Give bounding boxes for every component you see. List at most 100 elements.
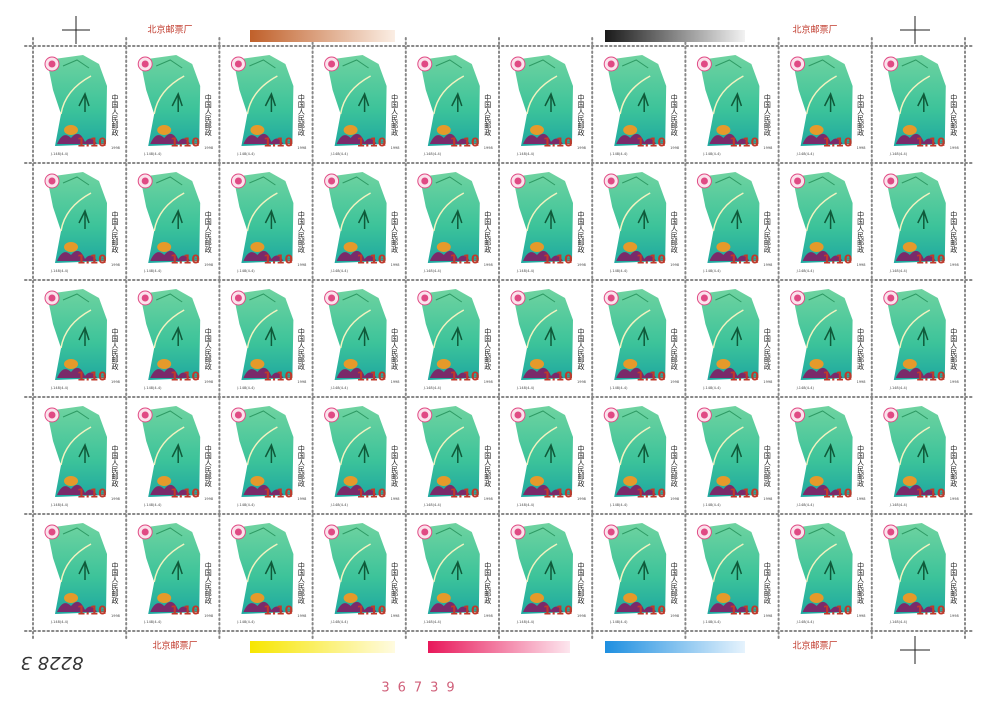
- stamp-value: 1.10: [170, 136, 200, 150]
- stamp-code: J.148(4-4): [516, 152, 535, 156]
- stamp-value: 1.10: [636, 604, 666, 618]
- stamp-year: 1998: [950, 146, 959, 150]
- stamp-country: 中国人民邮政: [857, 210, 865, 254]
- stamp-value: 1.10: [823, 487, 853, 501]
- stamp-value: 1.10: [543, 136, 573, 150]
- stamp-currency: 元: [660, 259, 665, 265]
- stamp-currency: 元: [847, 259, 852, 265]
- stamp-currency: 元: [101, 493, 106, 499]
- stamp-year: 1998: [484, 263, 493, 267]
- stamp-value: 1.10: [77, 253, 107, 267]
- stamp-currency: 元: [847, 142, 852, 148]
- stamp-code: J.148(4-4): [702, 386, 721, 390]
- stamp-currency: 元: [847, 376, 852, 382]
- stamp-country: 中国人民邮政: [763, 210, 771, 254]
- stamp-value: 1.10: [77, 136, 107, 150]
- stamp-currency: 元: [753, 610, 758, 616]
- stamp-code: J.148(4-4): [423, 386, 442, 390]
- stamp-country: 中国人民邮政: [577, 210, 585, 254]
- stamp-year: 1998: [670, 380, 679, 384]
- stamp-code: J.148(4-4): [330, 386, 349, 390]
- stamp-country: 中国人民邮政: [577, 327, 585, 371]
- stamp-code: J.148(4-4): [143, 620, 162, 624]
- stamp-code: J.148(4-4): [702, 503, 721, 507]
- stamp-code: J.148(4-4): [702, 269, 721, 273]
- stamp-currency: 元: [194, 376, 199, 382]
- stamp-year: 1998: [950, 380, 959, 384]
- stamp-code: J.148(4-4): [796, 269, 815, 273]
- stamp: 中国人民邮政 1.10元 J.148(4-4) 1998: [35, 399, 125, 512]
- stamp-value: 1.10: [263, 604, 293, 618]
- stamp-code: J.148(4-4): [236, 152, 255, 156]
- stamp-code: J.148(4-4): [516, 503, 535, 507]
- stamp-code: J.148(4-4): [143, 503, 162, 507]
- stamp-value: 1.10: [823, 136, 853, 150]
- stamp-currency: 元: [474, 142, 479, 148]
- stamp-year: 1998: [577, 614, 586, 618]
- stamp: 中国人民邮政 1.10元 J.148(4-4) 1998: [128, 516, 218, 629]
- stamp-currency: 元: [660, 142, 665, 148]
- stamp-year: 1998: [577, 146, 586, 150]
- stamp-year: 1998: [857, 497, 866, 501]
- stamp-currency: 元: [940, 610, 945, 616]
- stamp-year: 1998: [484, 380, 493, 384]
- stamp-code: J.148(4-4): [609, 503, 628, 507]
- stamp-year: 1998: [297, 497, 306, 501]
- stamp-currency: 元: [474, 259, 479, 265]
- stamp-country: 中国人民邮政: [950, 327, 958, 371]
- stamp-value: 1.10: [636, 253, 666, 267]
- stamp-value: 1.10: [357, 370, 387, 384]
- stamp: 中国人民邮政 1.10元 J.148(4-4) 1998: [687, 48, 777, 161]
- stamp-year: 1998: [297, 263, 306, 267]
- stamp: 中国人民邮政 1.10元 J.148(4-4) 1998: [501, 399, 591, 512]
- stamp: 中国人民邮政 1.10元 J.148(4-4) 1998: [35, 516, 125, 629]
- stamp-country: 中国人民邮政: [391, 561, 399, 605]
- stamp-value: 1.10: [77, 604, 107, 618]
- stamp-code: J.148(4-4): [889, 152, 908, 156]
- stamp: 中国人民邮政 1.10元 J.148(4-4) 1998: [128, 165, 218, 278]
- stamp-year: 1998: [484, 497, 493, 501]
- stamp-value: 1.10: [357, 136, 387, 150]
- stamp-value: 1.10: [357, 487, 387, 501]
- stamp-code: J.148(4-4): [423, 620, 442, 624]
- stamp-year: 1998: [391, 614, 400, 618]
- stamp-country: 中国人民邮政: [670, 210, 678, 254]
- stamp-year: 1998: [670, 263, 679, 267]
- stamp-value: 1.10: [636, 370, 666, 384]
- stamp-country: 中国人民邮政: [857, 93, 865, 137]
- stamp: 中国人民邮政 1.10元 J.148(4-4) 1998: [780, 282, 870, 395]
- stamp-value: 1.10: [729, 253, 759, 267]
- stamp-currency: 元: [567, 493, 572, 499]
- stamp-country: 中国人民邮政: [111, 444, 119, 488]
- stamp-code: J.148(4-4): [143, 269, 162, 273]
- stamp-country: 中国人民邮政: [857, 327, 865, 371]
- stamp-code: J.148(4-4): [889, 503, 908, 507]
- stamp-year: 1998: [391, 146, 400, 150]
- stamp-year: 1998: [577, 497, 586, 501]
- stamp-currency: 元: [847, 493, 852, 499]
- stamp-currency: 元: [660, 493, 665, 499]
- stamp-country: 中国人民邮政: [204, 327, 212, 371]
- stamp-country: 中国人民邮政: [670, 327, 678, 371]
- stamp-value: 1.10: [77, 370, 107, 384]
- stamp-currency: 元: [287, 259, 292, 265]
- stamp-year: 1998: [297, 614, 306, 618]
- stamp-code: J.148(4-4): [236, 386, 255, 390]
- stamp-country: 中国人民邮政: [577, 444, 585, 488]
- stamp-country: 中国人民邮政: [297, 210, 305, 254]
- stamp-value: 1.10: [450, 604, 480, 618]
- stamp-code: J.148(4-4): [50, 386, 69, 390]
- stamp-year: 1998: [204, 614, 213, 618]
- stamp-currency: 元: [660, 376, 665, 382]
- stamp-value: 1.10: [729, 487, 759, 501]
- stamp-code: J.148(4-4): [50, 503, 69, 507]
- stamp-value: 1.10: [263, 487, 293, 501]
- stamp-currency: 元: [381, 610, 386, 616]
- color-bar: [428, 641, 570, 653]
- stamp-value: 1.10: [543, 487, 573, 501]
- stamp-code: J.148(4-4): [702, 620, 721, 624]
- stamp-value: 1.10: [729, 604, 759, 618]
- stamp: 中国人民邮政 1.10元 J.148(4-4) 1998: [221, 48, 311, 161]
- stamp-currency: 元: [940, 493, 945, 499]
